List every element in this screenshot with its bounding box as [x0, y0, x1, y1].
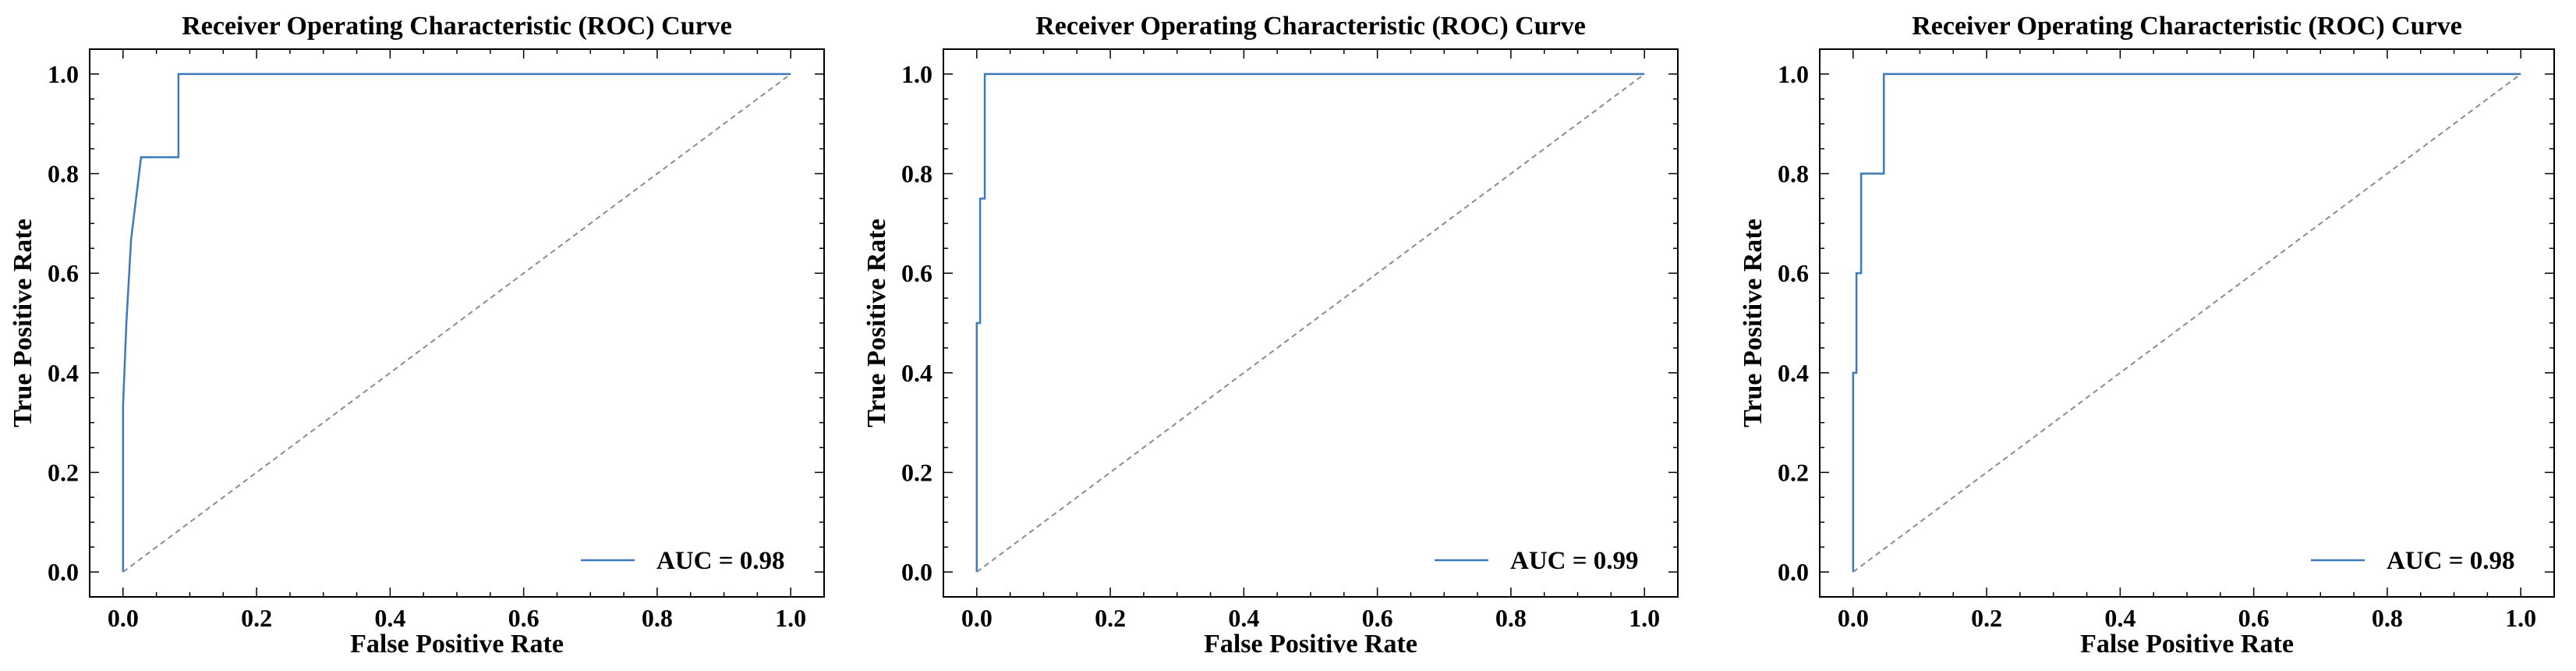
y-tick-label: 0.8: [901, 160, 932, 188]
chart-title: Receiver Operating Characteristic (ROC) …: [1912, 12, 2462, 41]
y-tick-label: 1.0: [1778, 60, 1809, 88]
chance-diagonal-line: [976, 73, 1645, 573]
y-axis-label: True Positive Rate: [1739, 218, 1767, 428]
y-tick-label: 0.6: [48, 259, 79, 287]
y-tick-label: 0.2: [48, 458, 79, 486]
x-axis-label: False Positive Rate: [1204, 630, 1417, 659]
y-axis-label: True Positive Rate: [862, 218, 891, 428]
chance-diagonal-line: [122, 73, 791, 573]
y-tick-label: 0.8: [1778, 160, 1809, 188]
x-tick-label: 0.0: [961, 604, 993, 632]
roc-curve-line: [975, 73, 1645, 573]
y-tick-label: 0.4: [48, 359, 79, 387]
chart-title: Receiver Operating Characteristic (ROC) …: [182, 12, 732, 41]
roc-panel-2: Receiver Operating Characteristic (ROC) …: [862, 12, 1679, 659]
roc-panel-3: Receiver Operating Characteristic (ROC) …: [1739, 12, 2555, 659]
x-tick-label: 0.2: [241, 604, 272, 632]
x-tick-label: 1.0: [1629, 604, 1660, 632]
y-tick-label: 1.0: [48, 60, 79, 88]
y-axis-label: True Positive Rate: [9, 218, 37, 428]
x-tick-label: 0.0: [108, 604, 139, 632]
y-tick-label: 0.8: [48, 160, 79, 188]
y-tick-label: 0.4: [1778, 359, 1809, 387]
y-tick-label: 0.0: [48, 558, 79, 586]
y-tick-label: 0.2: [901, 458, 932, 486]
legend-label: AUC = 0.99: [1510, 547, 1639, 575]
y-tick-label: 0.4: [901, 359, 932, 387]
x-tick-label: 0.8: [642, 604, 673, 632]
x-tick-label: 0.4: [1228, 604, 1259, 632]
roc-curve-line: [122, 73, 791, 573]
x-tick-label: 0.4: [2104, 604, 2135, 632]
y-tick-label: 0.2: [1778, 458, 1809, 486]
legend-label: AUC = 0.98: [2387, 547, 2515, 575]
x-tick-label: 0.2: [1971, 604, 2002, 632]
x-axis-label: False Positive Rate: [350, 630, 564, 659]
y-tick-label: 0.6: [901, 259, 932, 287]
y-tick-label: 0.0: [901, 558, 932, 586]
x-tick-label: 1.0: [2505, 604, 2536, 632]
x-tick-label: 0.8: [1495, 604, 1527, 632]
x-tick-label: 0.0: [1838, 604, 1869, 632]
roc-panel-1: Receiver Operating Characteristic (ROC) …: [9, 12, 825, 659]
legend-label: AUC = 0.98: [656, 547, 785, 575]
x-tick-label: 1.0: [775, 604, 806, 632]
x-axis-label: False Positive Rate: [2080, 630, 2294, 659]
roc-curve-line: [1852, 73, 2521, 573]
y-tick-label: 0.0: [1778, 558, 1809, 586]
x-tick-label: 0.6: [508, 604, 540, 632]
x-tick-label: 0.6: [2238, 604, 2270, 632]
chance-diagonal-line: [1852, 73, 2521, 573]
chart-title: Receiver Operating Characteristic (ROC) …: [1035, 12, 1586, 41]
x-tick-label: 0.8: [2372, 604, 2403, 632]
x-tick-label: 0.6: [1362, 604, 1393, 632]
y-tick-label: 1.0: [901, 60, 932, 88]
y-tick-label: 0.6: [1778, 259, 1809, 287]
x-tick-label: 0.4: [374, 604, 405, 632]
x-tick-label: 0.2: [1095, 604, 1126, 632]
